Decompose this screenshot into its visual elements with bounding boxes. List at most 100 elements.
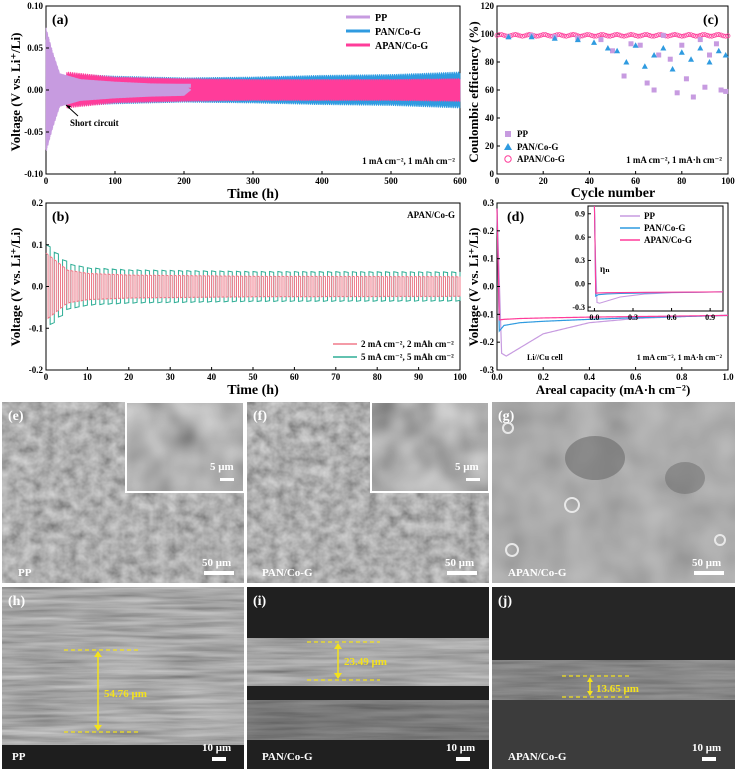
- apan-point: [681, 33, 687, 39]
- pp-point: [697, 37, 703, 43]
- apan-point: [635, 33, 641, 39]
- sem-e-sample: PP: [18, 567, 32, 579]
- legend-pp: PP: [375, 13, 387, 24]
- panel-a-legend: PP PAN/Co-G APAN/Co-G: [346, 13, 428, 52]
- pp-point: [628, 41, 634, 47]
- panel-d: 0.0 0.2 0.4 0.6 0.8 1.0 -0.3 -0.2 -0.1 0.0 0.1 0.2 0…: [466, 198, 734, 397]
- series-2ma: [45, 252, 461, 320]
- panel-b-xtick-label: 40: [207, 372, 217, 382]
- apan-point: [543, 32, 548, 38]
- panel-c-tag: (c): [703, 13, 719, 28]
- apan-point: [566, 33, 572, 39]
- panel-b-ytick-label: -0.2: [29, 365, 44, 375]
- panel-b-xtick-label: 50: [249, 372, 259, 382]
- apan-point: [637, 33, 643, 39]
- apan-point: [556, 32, 562, 37]
- panel-a-xlabel: Time (h): [227, 187, 279, 202]
- sem-j-sample: APAN/Co-G: [508, 751, 567, 763]
- sem-g-tag: (g): [498, 409, 515, 424]
- panel-a-tag: (a): [52, 13, 69, 28]
- apan-point: [693, 33, 699, 39]
- sem-i-tag: (i): [253, 594, 267, 609]
- panel-a-condition: 1 mA cm⁻², 1 mAh cm⁻²: [362, 156, 455, 166]
- panel-d-xtick-label: 0.2: [538, 372, 550, 382]
- panel-b-plot: [45, 244, 461, 326]
- panel-c-ytick-label: 120: [481, 1, 495, 11]
- panel-a-ylabel: Voltage (V vs. Li⁺/Li): [8, 33, 23, 152]
- pan-point: [574, 36, 581, 43]
- apan-point: [672, 32, 678, 37]
- panel-a-xtick-label: 200: [177, 176, 191, 186]
- apan-point: [649, 33, 655, 39]
- apan-point: [688, 32, 694, 38]
- panel-d-ytick-label: 0.2: [483, 226, 495, 236]
- apan-point: [656, 32, 662, 38]
- sem-i: 23.49 μm (i) PAN/Co-G 10 μm: [247, 587, 489, 769]
- panel-d-cell: Li//Cu cell: [527, 353, 564, 362]
- pp-point: [656, 52, 662, 58]
- panel-c-condition: 1 mA cm⁻², 1 mA·h cm⁻²: [626, 155, 722, 165]
- pp-point: [679, 42, 685, 48]
- apan-point: [603, 32, 608, 38]
- pan-point: [641, 63, 648, 69]
- pan-point: [632, 42, 639, 48]
- panel-d-tag: (d): [507, 210, 524, 225]
- panel-d-inset-xtick-label: 0.0: [589, 313, 599, 322]
- panel-d-inset-ytick-label: 0.0: [575, 279, 585, 288]
- panel-b-ytick-label: 0.1: [32, 240, 44, 250]
- pp-point: [690, 94, 696, 100]
- panel-a-xtick-label: 600: [453, 176, 467, 186]
- panel-d-ytick-label: -0.3: [480, 365, 495, 375]
- apan-point: [642, 32, 648, 38]
- apan-point: [614, 32, 620, 37]
- pan-point: [528, 33, 535, 40]
- apan-point: [725, 33, 731, 39]
- panel-c-ylabel: Coulombic efficiency (%): [466, 21, 481, 163]
- apan-point: [580, 33, 585, 39]
- pp-point: [702, 84, 708, 90]
- apan-point: [677, 33, 682, 39]
- panel-a-ytick-label: -0.05: [24, 127, 43, 137]
- pan-point: [660, 45, 667, 51]
- panel-b-xtick-label: 0: [44, 372, 49, 382]
- sem-i-scale: 10 μm: [446, 742, 475, 754]
- panel-b-xtick-label: 100: [453, 372, 467, 382]
- panel-d-inset-xtick-label: 0.9: [705, 313, 715, 322]
- apan-point: [667, 33, 673, 39]
- panel-b-ylabel: Voltage (V vs. Li⁺/Li): [8, 228, 23, 347]
- panel-b-xtick-label: 80: [373, 372, 383, 382]
- apan-point: [619, 33, 625, 39]
- pp-point: [621, 73, 627, 79]
- panel-d-ytick-label: -0.1: [480, 309, 495, 319]
- panel-c-xtick-label: 20: [539, 176, 549, 186]
- panel-b-tag: (b): [52, 210, 69, 225]
- pp-point: [713, 41, 719, 47]
- panel-c-xtick-label: 80: [677, 176, 687, 186]
- pan-point: [697, 45, 704, 51]
- panel-c-xlabel: Cycle number: [571, 186, 655, 201]
- panel-b: 0 10 20 30 40 50 60 70 80 90 100-0.2-0.10.00.10.2 …: [8, 198, 467, 398]
- pp-point: [718, 87, 724, 93]
- panel-b-ytick-label: 0.0: [32, 282, 44, 292]
- panel-d-ytick-label: 0.0: [483, 282, 495, 292]
- series-pp: [45, 27, 192, 151]
- series-pan-co-g: [66, 71, 461, 109]
- panel-a-xtick-label: 100: [108, 176, 122, 186]
- pan-point: [591, 39, 598, 45]
- apan-point: [600, 32, 606, 38]
- sem-h-tag: (h): [8, 594, 25, 609]
- apan-point: [640, 32, 645, 38]
- panel-c-ytick-label: 100: [481, 29, 495, 39]
- pp-point: [707, 52, 713, 58]
- panel-d-inset-ytick-label: 0.6: [575, 233, 585, 242]
- sem-e-inset-scale: 5 μm: [210, 461, 234, 473]
- panel-a-xtick-label: 300: [246, 176, 260, 186]
- legend-pan: PAN/Co-G: [644, 223, 685, 233]
- panel-b-xtick-label: 60: [290, 372, 300, 382]
- panel-a-xtick-label: 400: [315, 176, 329, 186]
- panel-d-xtick-label: 0.6: [630, 372, 642, 382]
- apan-point: [644, 32, 650, 38]
- sem-e: (e) 5 μm PP 50 μm: [2, 401, 245, 583]
- panel-a: 0 100 200 300 400 500 600 -0.10 -0.05 0.00 0.05 0.1…: [8, 1, 467, 202]
- sem-j: 13.65 μm (j) APAN/Co-G 10 μm: [492, 587, 735, 769]
